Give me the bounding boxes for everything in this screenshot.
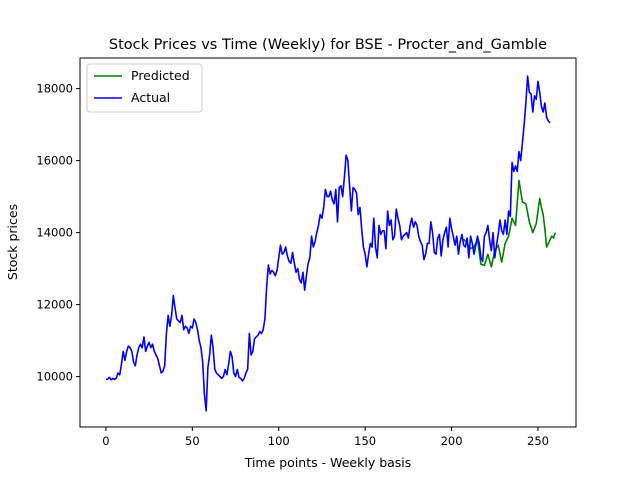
plot-frame (79, 57, 577, 428)
x-tick-label: 150 (354, 434, 376, 448)
legend-label-actual: Actual (131, 90, 170, 105)
series-layer (105, 75, 557, 412)
legend-label-predicted: Predicted (131, 68, 190, 83)
y-tick-label: 18000 (36, 82, 73, 96)
x-tick-label: 200 (441, 434, 463, 448)
chart-title: Stock Prices vs Time (Weekly) for BSE - … (109, 37, 547, 53)
y-axis-label: Stock prices (5, 204, 20, 280)
y-tick-label: 12000 (36, 298, 73, 312)
series-line-actual (105, 75, 551, 412)
x-tick-label: 100 (268, 434, 290, 448)
y-axis: 10000 12000 14000 16000 18000 (36, 82, 80, 384)
x-tick-label: 0 (102, 434, 109, 448)
series-line-predicted (463, 179, 557, 268)
y-tick-label: 14000 (36, 226, 73, 240)
x-axis-label: Time points - Weekly basis (244, 455, 412, 470)
x-axis: 0 50 100 150 200 250 (102, 427, 549, 448)
y-tick-label: 10000 (36, 370, 73, 384)
x-tick-label: 250 (527, 434, 549, 448)
legend: Predicted Actual (86, 63, 203, 113)
y-tick-label: 16000 (36, 154, 73, 168)
x-tick-label: 50 (185, 434, 200, 448)
